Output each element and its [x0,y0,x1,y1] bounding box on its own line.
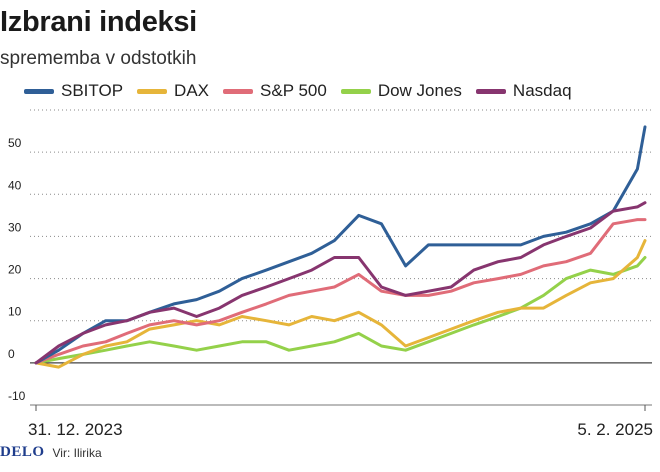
legend-item-dow-jones: Dow Jones [340,81,462,101]
page-title: Izbrani indeksi [0,6,197,38]
y-tick-label: 20 [8,263,22,277]
y-tick-label: 50 [8,136,22,150]
series-line-dow-jones [34,256,647,365]
x-tick-label: 31. 12. 2023 [28,420,123,439]
page-subtitle: sprememba v odstotkih [0,48,197,69]
legend-label: SBITOP [61,81,124,100]
legend-swatch [340,88,371,94]
legend-swatch [137,88,168,94]
y-tick-label: 40 [8,178,22,192]
delo-logo: DELO [0,444,45,460]
legend-label: Dow Jones [377,81,462,100]
legend-item-sbitop: SBITOP [24,81,123,101]
legend-item-nasdaq: Nasdaq [475,81,572,101]
series-line-dax [34,239,647,369]
series-line-nasdaq [34,201,647,365]
source-note: Vir: Ilirika [52,445,102,460]
y-tick-label: -10 [8,389,26,403]
chart-legend: SBITOP DAX S&P 500 Dow Jones Nasdaq [24,80,586,102]
legend-item-sp500: S&P 500 [223,81,327,101]
y-tick-label: 0 [8,347,15,361]
legend-label: Nasdaq [512,81,572,100]
series-line-s-p-500 [34,218,647,365]
y-tick-label: 30 [8,220,22,234]
legend-label: S&P 500 [260,81,327,100]
series-line-sbitop [34,125,647,365]
legend-item-dax: DAX [137,81,209,101]
legend-swatch [24,88,54,94]
x-tick-label: 5. 2. 2025 [577,420,653,439]
legend-swatch [475,88,506,94]
footer: DELO Vir: Ilirika [0,444,102,461]
legend-label: DAX [174,81,210,100]
y-tick-label: 10 [8,305,22,319]
legend-swatch [223,88,254,94]
